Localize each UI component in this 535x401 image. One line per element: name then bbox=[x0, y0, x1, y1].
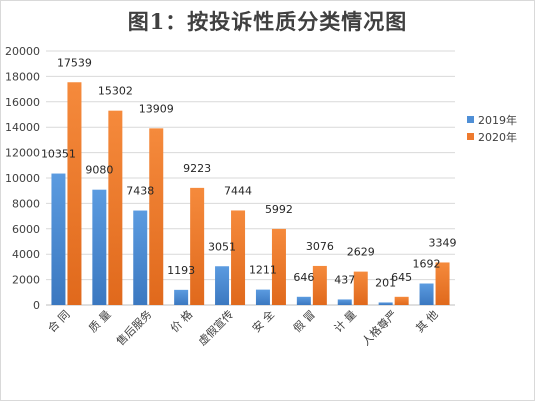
y-tick-label: 0 bbox=[33, 299, 40, 312]
bar-2020 bbox=[67, 82, 82, 305]
bar-2019 bbox=[92, 189, 107, 305]
y-tick-label: 6000 bbox=[12, 223, 40, 236]
x-tick-label: 其 他 bbox=[413, 308, 440, 335]
bar-2020 bbox=[190, 187, 205, 305]
bar-2019 bbox=[296, 296, 311, 305]
data-label: 3076 bbox=[306, 240, 334, 253]
bar-2019 bbox=[255, 289, 270, 305]
data-label: 13909 bbox=[139, 102, 174, 115]
bar-2019 bbox=[378, 302, 393, 305]
y-tick-label: 8000 bbox=[12, 197, 40, 210]
data-label: 10351 bbox=[41, 148, 76, 161]
data-label: 7444 bbox=[224, 184, 252, 197]
legend: 2019年 2020年 bbox=[467, 113, 517, 144]
y-axis: 0 2000 4000 6000 8000 10000 12000 14000 16000 180… bbox=[5, 45, 40, 312]
y-tick-label: 18000 bbox=[5, 70, 40, 83]
y-tick-label: 16000 bbox=[5, 96, 40, 109]
x-tick-label: 价 格 bbox=[167, 307, 195, 335]
x-tick-label: 质 量 bbox=[86, 308, 113, 335]
data-label: 201 bbox=[375, 276, 396, 289]
data-label: 646 bbox=[293, 271, 314, 284]
bar-2019 bbox=[419, 283, 434, 305]
data-label: 3051 bbox=[208, 240, 236, 253]
data-label: 1692 bbox=[413, 258, 441, 271]
data-label: 9223 bbox=[183, 162, 211, 175]
y-tick-label: 4000 bbox=[12, 248, 40, 261]
data-label: 7438 bbox=[126, 185, 154, 198]
data-label: 15302 bbox=[98, 85, 133, 98]
data-label: 2629 bbox=[347, 246, 375, 259]
bar-2020 bbox=[435, 262, 450, 305]
x-tick-label: 假 冒 bbox=[290, 307, 318, 335]
bars bbox=[51, 82, 450, 305]
data-label: 1193 bbox=[167, 264, 195, 277]
bar-2020 bbox=[231, 210, 246, 305]
data-label: 1211 bbox=[249, 264, 277, 277]
chart-title: 图1：按投诉性质分类情况图 bbox=[127, 9, 408, 34]
bar-2019 bbox=[51, 173, 66, 305]
data-label: 5992 bbox=[265, 203, 293, 216]
y-tick-label: 14000 bbox=[5, 121, 40, 134]
bar-2019 bbox=[133, 210, 148, 305]
legend-label: 2019年 bbox=[478, 113, 517, 127]
x-axis: 合 同质 量售后服务价 格虚假宣传安 全假 冒计 量人格尊严其 他 bbox=[45, 307, 441, 348]
legend-label: 2020年 bbox=[478, 130, 517, 144]
x-tick-label: 售后服务 bbox=[113, 307, 154, 348]
y-tick-label: 2000 bbox=[12, 274, 40, 287]
bar-2019 bbox=[337, 299, 352, 305]
y-tick-label: 10000 bbox=[5, 172, 40, 185]
data-label: 437 bbox=[334, 273, 355, 286]
bar-2020 bbox=[271, 228, 286, 305]
bar-2020 bbox=[394, 296, 409, 305]
bar-2019 bbox=[174, 289, 189, 305]
bar-2020 bbox=[312, 265, 327, 305]
x-tick-label: 计 量 bbox=[332, 308, 359, 335]
data-label: 17539 bbox=[57, 56, 92, 69]
y-tick-label: 20000 bbox=[5, 45, 40, 58]
legend-swatch bbox=[467, 116, 474, 123]
x-tick-label: 虚假宣传 bbox=[195, 307, 236, 348]
bar-2020 bbox=[149, 128, 164, 305]
bar-2019 bbox=[215, 266, 230, 305]
x-tick-label: 合 同 bbox=[45, 307, 73, 335]
bar-2020 bbox=[108, 110, 123, 305]
data-label: 645 bbox=[391, 271, 412, 284]
x-tick-label: 人格尊严 bbox=[359, 307, 400, 348]
data-labels: 10351 17539 9080 15302 7438 13909 1193 9223 3051… bbox=[41, 56, 457, 289]
x-tick-label: 安 全 bbox=[249, 307, 277, 335]
y-tick-label: 12000 bbox=[5, 147, 40, 160]
data-label: 3349 bbox=[429, 236, 457, 249]
legend-swatch bbox=[467, 133, 474, 140]
data-label: 9080 bbox=[85, 164, 113, 177]
bar-2020 bbox=[353, 271, 368, 305]
